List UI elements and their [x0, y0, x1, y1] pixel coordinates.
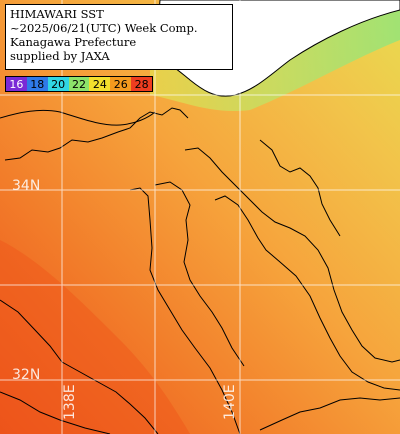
- coastline-west: [0, 109, 156, 126]
- scale-cell-16: 16: [6, 77, 27, 91]
- front-contour-9: [259, 397, 400, 431]
- scale-cell-24: 24: [89, 77, 111, 91]
- caption-date: ~2025/06/21(UTC) Week Comp.: [10, 21, 198, 35]
- lon-label-138e: 138E: [62, 384, 78, 420]
- scale-cell-22: 22: [68, 77, 90, 91]
- front-contour-6: [259, 139, 341, 237]
- caption-source: supplied by JAXA: [10, 49, 110, 63]
- map-caption: HIMAWARI SST ~2025/06/21(UTC) Week Comp.…: [5, 4, 233, 70]
- warm-water-zone: [0, 240, 190, 434]
- front-contour-1: [4, 107, 189, 161]
- scale-cell-18: 18: [26, 77, 48, 91]
- lon-label-140e: 140E: [222, 384, 238, 420]
- temperature-scale: 16 18 20 22 24 26 28: [5, 76, 153, 92]
- caption-title: HIMAWARI SST: [10, 7, 104, 21]
- front-contour-4: [184, 147, 400, 363]
- front-contour-8: [0, 391, 111, 434]
- lat-label-32n: 32N: [12, 367, 41, 383]
- front-contour-5: [214, 195, 400, 391]
- front-contour-7: [0, 299, 159, 434]
- front-contour-2: [129, 187, 241, 434]
- lat-label-34n: 34N: [12, 178, 41, 194]
- scale-cell-26: 26: [110, 77, 132, 91]
- scale-cell-28: 28: [131, 77, 153, 91]
- scale-cell-20: 20: [47, 77, 69, 91]
- caption-region: Kanagawa Prefecture: [10, 35, 137, 49]
